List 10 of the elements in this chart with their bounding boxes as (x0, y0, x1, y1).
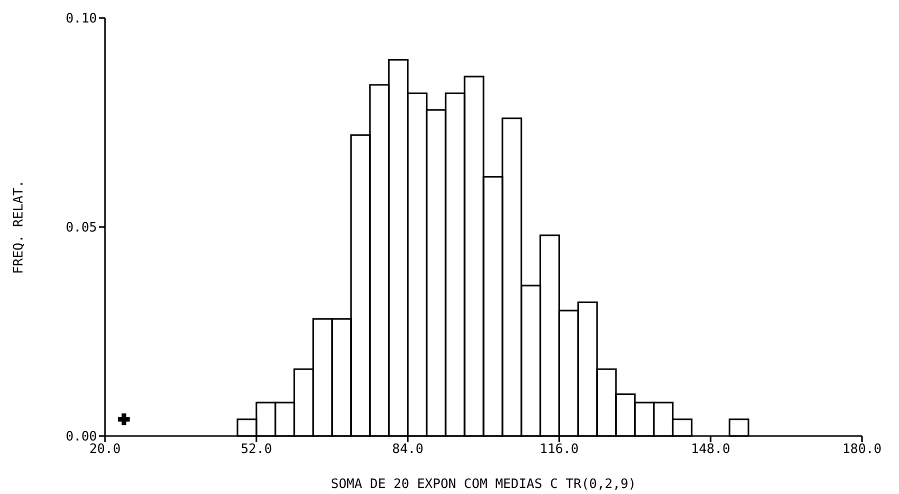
x-tick-label: 20.0 (89, 442, 121, 458)
x-tick-label: 148.0 (691, 442, 730, 458)
y-axis-title: FREQ. RELAT. (12, 180, 27, 274)
x-axis-title: SOMA DE 20 EXPON COM MEDIAS C TR(0,2,9) (330, 477, 636, 492)
x-tick-label: 84.0 (392, 442, 424, 458)
y-tick-label: 0.05 (66, 220, 97, 236)
x-tick-label: 116.0 (540, 442, 579, 458)
x-tick-label: 180.0 (842, 442, 882, 458)
y-tick-label: 0.10 (66, 12, 97, 27)
x-tick-label: 52.0 (240, 442, 272, 458)
